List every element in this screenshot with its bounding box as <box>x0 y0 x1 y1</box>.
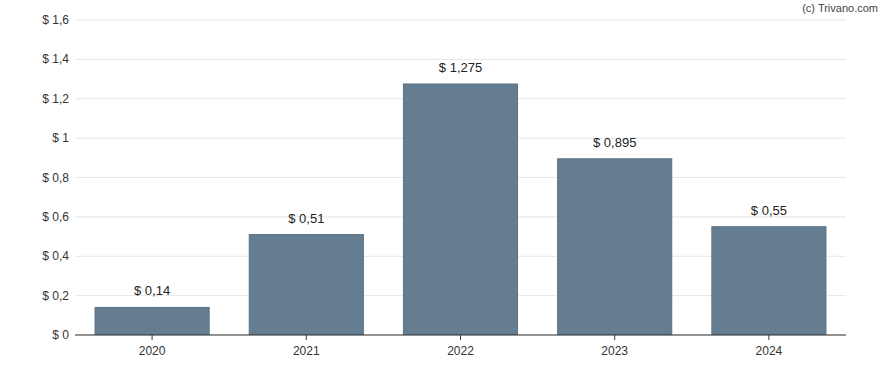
data-label: $ 0,51 <box>288 211 324 226</box>
x-tick <box>460 335 461 340</box>
y-tick-label: $ 0,4 <box>42 249 69 263</box>
data-label: $ 1,275 <box>439 60 482 75</box>
y-tick-label: $ 1,4 <box>42 52 69 66</box>
chart: $ 0 $ 0,2 $ 0,4 $ 0,6 $ 0,8 $ 1 $ 1,2 $ 1,4 $ 1,… <box>0 0 888 370</box>
y-tick-label: $ 0,8 <box>42 171 69 185</box>
x-tick <box>768 335 769 340</box>
y-tick-label: $ 0 <box>52 328 69 342</box>
x-tick <box>306 335 307 340</box>
data-label: $ 0,14 <box>134 283 170 298</box>
bar <box>558 159 672 335</box>
grid <box>75 20 846 335</box>
y-tick-label: $ 0,2 <box>42 289 69 303</box>
bars <box>95 84 826 335</box>
x-tick-label: 2022 <box>447 344 474 358</box>
bar <box>95 307 209 335</box>
y-tick-label: $ 1 <box>52 131 69 145</box>
grid-line <box>75 20 846 21</box>
x-tick-label: 2021 <box>293 344 320 358</box>
bar <box>249 235 363 335</box>
x-tick-label: 2023 <box>601 344 628 358</box>
x-tick <box>614 335 615 340</box>
y-tick-label: $ 1,2 <box>42 92 69 106</box>
data-label: $ 0,895 <box>593 135 636 150</box>
data-label: $ 0,55 <box>751 203 787 218</box>
x-tick <box>152 335 153 340</box>
y-tick-label: $ 1,6 <box>42 13 69 27</box>
chart-container: $ 0 $ 0,2 $ 0,4 $ 0,6 $ 0,8 $ 1 $ 1,2 $ 1,4 $ 1,… <box>0 0 888 370</box>
x-tick-label: 2020 <box>139 344 166 358</box>
credit: (c) Trivano.com <box>802 2 878 14</box>
bar <box>403 84 517 335</box>
x-tick-label: 2024 <box>756 344 783 358</box>
bar <box>712 227 826 335</box>
y-tick-label: $ 0,6 <box>42 210 69 224</box>
